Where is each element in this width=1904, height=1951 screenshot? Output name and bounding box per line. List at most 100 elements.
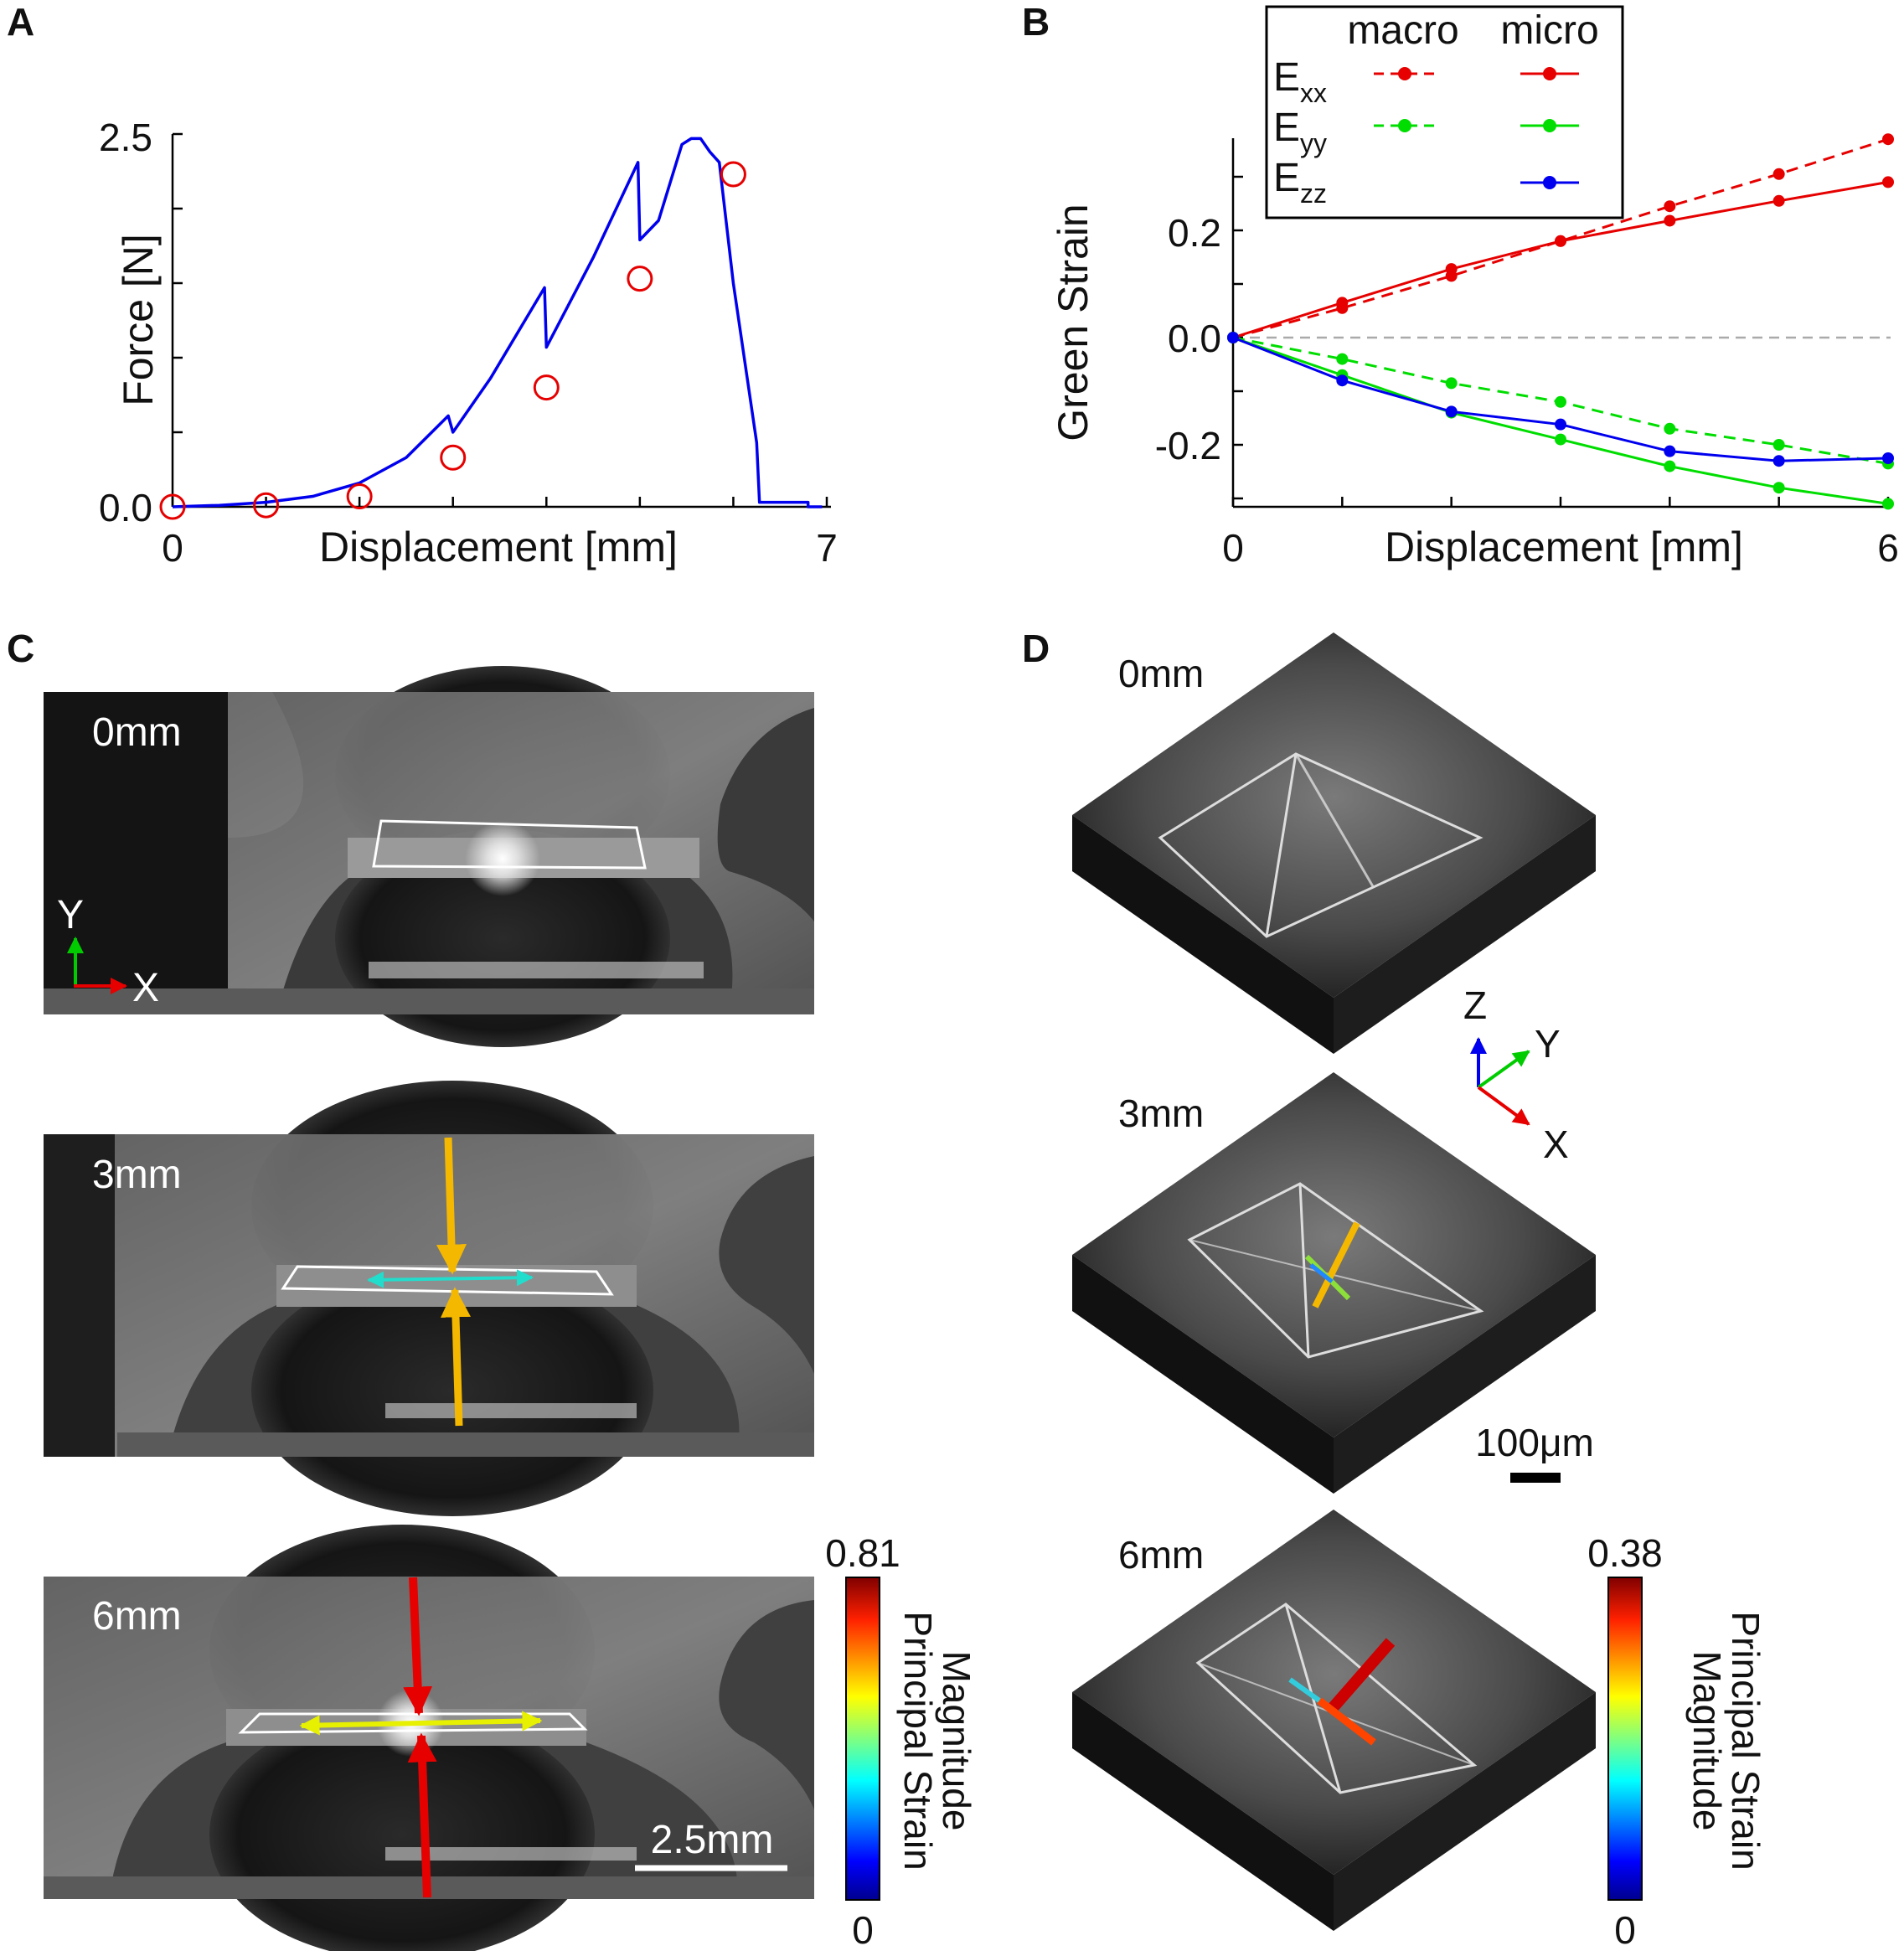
d-frame-label-6mm: 6mm [1118,1533,1204,1577]
c-frame-label-0mm: 0mm [92,710,182,755]
c-colorbar-min: 0 [852,1908,874,1951]
strain-point [1664,460,1676,472]
green-strain-chart: 0 6 0.2 0.0 -0.2 Displacement [mm] Green… [1050,5,1899,570]
d-frame-label-0mm: 0mm [1118,652,1204,695]
d-colorbar-title-1: Principal Strain [1724,1611,1767,1870]
strain-point [1882,498,1894,510]
strain-point [1882,133,1894,146]
volume-0mm: 0mm [1072,632,1596,1054]
c-axis-y-label: Y [57,893,84,937]
legend-marker-macro-1 [1398,119,1411,132]
a-x-label: Displacement [mm] [319,524,678,570]
d-colorbar-title-2: Magnitude [1685,1651,1729,1831]
legend-header-macro: macro [1347,8,1458,53]
volume-3mm: 3mm [1072,1072,1596,1494]
c-scale-bar-label: 2.5mm [651,1818,774,1862]
strain-point [1882,452,1894,464]
panel-d-volumes: 0mm 3mm 6mm [1072,632,1767,1951]
legend-exx: Exx [1273,55,1327,108]
legend-marker-micro-0 [1543,67,1556,80]
legend-marker-macro-0 [1398,67,1411,80]
c-colorbar-title-2: Magnitude [935,1651,978,1831]
panel-c-photos: 0mm Y X 3mm [44,666,978,1951]
b-xtick-6: 6 [1877,526,1899,570]
d-y-axis-arrow [1477,1050,1530,1089]
d-axis-z-label: Z [1463,983,1487,1027]
panel-label-a: A [7,0,34,44]
strain-point [1555,395,1566,408]
force-marker [627,266,653,292]
c-colorbar [845,1577,880,1901]
strain-point [1336,297,1349,309]
strain-point [1336,353,1349,365]
d-strain-arrow-3mm [1312,1221,1360,1308]
b-ticks [1231,175,1890,507]
d-colorbar-min: 0 [1614,1908,1636,1951]
strain-point [1772,455,1785,467]
force-marker [440,444,467,471]
strain-point [1555,433,1566,446]
strain-point [1445,377,1458,390]
a-ytick-0: 0.0 [99,486,152,529]
strain-arrow-top-6mm [403,1577,433,1716]
panel-label-c: C [7,627,34,670]
strain-point [1445,405,1458,418]
strain-arrow-bottom-6mm [407,1732,437,1898]
legend-header-micro: micro [1500,8,1598,53]
a-y-label: Force [N] [115,234,162,406]
roi-box-0mm [372,819,647,870]
photo-3mm: 3mm [44,1081,814,1516]
strain-arrow-top-3mm [436,1137,467,1275]
a-xtick-7: 7 [816,526,838,570]
force-curve [172,137,823,508]
strain-point [1227,332,1239,343]
strain-point [1664,445,1676,457]
c-frame-label-6mm: 6mm [92,1594,182,1639]
d-axis-x-label: X [1543,1123,1569,1166]
c-colorbar-max: 0.81 [825,1531,900,1575]
strain-point [1664,200,1676,213]
a-ytick-2-5: 2.5 [99,116,152,159]
d-axis-y-label: Y [1535,1022,1561,1066]
d-strain-arrow-6mm [1327,1638,1396,1713]
d-colorbar [1607,1577,1643,1901]
c-frame-label-3mm: 3mm [92,1153,182,1197]
strain-point [1882,176,1894,188]
force-displacement-chart: 0 7 0.0 2.5 Displacement [mm] Force [N] [99,116,838,570]
strain-point [1445,263,1458,276]
force-marker [253,492,280,519]
strain-point [1336,374,1349,387]
b-xtick-0: 0 [1222,526,1244,570]
legend-eyy: Eyy [1273,106,1327,158]
strain-point [1555,418,1566,431]
strain-point [1772,482,1785,494]
a-xtick-0: 0 [162,526,183,570]
strain-point [1772,439,1785,451]
panel-label-d: D [1022,627,1050,670]
d-colorbar-max: 0.38 [1587,1531,1663,1575]
strain-point [1772,194,1785,207]
b-ytick-0-2: 0.2 [1168,211,1221,255]
b-x-label: Displacement [mm] [1385,524,1743,570]
c-axis-x-label: X [132,966,159,1010]
force-marker [720,161,746,188]
strain-arrow-horizontal-6mm [299,1711,543,1736]
legend-ezz: Ezz [1273,156,1327,209]
panel-label-b: B [1022,0,1050,44]
c-colorbar-title-1: Principal Strain [896,1611,940,1870]
d-x-axis-arrow [1477,1086,1530,1126]
d-axes-triad: Z Y X [1463,983,1569,1166]
volume-6mm: 6mm [1072,1510,1596,1931]
strain-point [1664,214,1676,227]
photo-0mm: 0mm Y X [44,666,814,1047]
d-scale-bar-label: 100μm [1475,1421,1594,1464]
force-marker [346,483,373,510]
force-marker [533,374,560,401]
legend-marker-micro-2 [1543,176,1556,189]
strain-point [1555,235,1566,247]
b-ytick-neg-0-2: -0.2 [1155,424,1221,467]
strain-point [1772,168,1785,180]
legend-marker-micro-1 [1543,119,1556,132]
d-frame-label-3mm: 3mm [1118,1092,1204,1135]
strain-arrow-horizontal-3mm [367,1269,534,1288]
